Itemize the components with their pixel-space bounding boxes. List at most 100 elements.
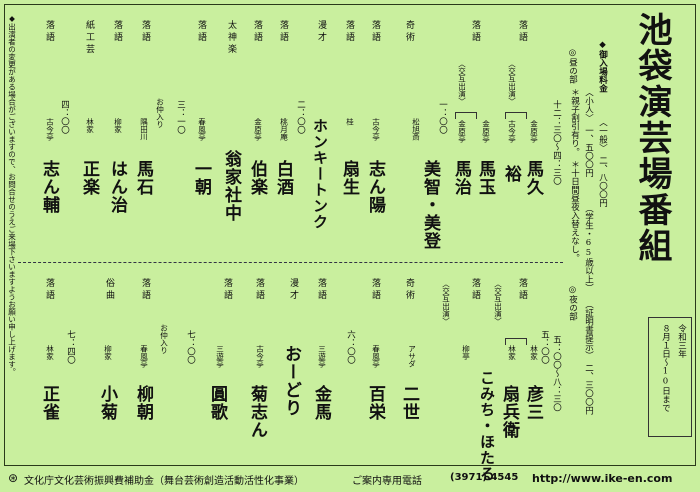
fee-general: 〈一般〉 二、八〇〇円 (597, 118, 608, 208)
program-category: 落語 (44, 20, 54, 44)
program-name: 一朝 (191, 160, 211, 196)
title-area: 池袋演芸場番組 (613, 12, 693, 307)
program-house: 古今亭 (45, 118, 55, 141)
program-house: 春風亭 (371, 345, 381, 368)
program-house: 林家 (45, 345, 55, 360)
program-time: 二：〇〇 (295, 100, 306, 134)
program-note: お仲入り (159, 324, 169, 354)
program-name: 圓歌 (207, 385, 227, 421)
night-time: 五：〇〇～八：三〇 (551, 335, 562, 412)
program-name: 扇兵衛 (499, 385, 519, 439)
program-house: 桂 (345, 118, 355, 126)
program-name: 伯楽 (247, 160, 267, 196)
program-time: 五：〇〇 (539, 330, 550, 364)
program-name: 裕 (501, 165, 521, 183)
program-name: 馬石 (133, 160, 153, 196)
program-category: 落語 (517, 20, 527, 44)
program-name: 馬久 (523, 160, 543, 196)
program-name: 百栄 (365, 385, 385, 421)
program-name: 白酒 (273, 160, 293, 196)
program-house: 三遊亭 (317, 345, 327, 368)
program-name: 小菊 (97, 385, 117, 421)
program-house: 金原亭 (253, 118, 263, 141)
website-url[interactable]: http://www.ike-en.com (532, 472, 673, 485)
fee-senior-price: （証明書提示） 二、三〇〇円 (583, 300, 594, 415)
program-time: 七：〇〇 (185, 330, 196, 364)
program-time: 三：一〇 (175, 100, 186, 134)
border-frame (4, 4, 696, 466)
program-category: 落語 (370, 20, 380, 44)
fee-senior-note: （学生・65歳以上） (583, 204, 594, 292)
program-house: 金原亭 (457, 120, 467, 143)
program-category: 太神楽 (226, 20, 236, 56)
program-category: 落語 (254, 278, 264, 302)
program-house: 古今亭 (255, 345, 265, 368)
program-house: 金原亭 (481, 120, 491, 143)
program-house: 古今亭 (507, 120, 517, 143)
fee-note-1: ＊親子割引有り。 (569, 88, 580, 156)
program-time: 一：〇〇 (437, 100, 448, 134)
program-note: 〈交互出演〉 (441, 280, 451, 325)
program-name: 翁家社中 (221, 150, 241, 222)
program-name: 菊志ん (247, 385, 267, 439)
page-title: 池袋演芸場番組 (632, 12, 672, 264)
program-category: 落語 (344, 20, 354, 44)
program-house: 柳家 (103, 345, 113, 360)
program-house: 古今亭 (371, 118, 381, 141)
program-name: 金馬 (311, 385, 331, 421)
program-time: 七：四〇 (65, 330, 76, 364)
alternate-bracket (505, 338, 527, 345)
program-category: 落語 (222, 278, 232, 302)
night-label: ◎夜の部 (567, 285, 578, 321)
program-category: 奇術 (404, 20, 414, 44)
program-category: 奇術 (404, 278, 414, 302)
program-time: 六：〇〇 (345, 330, 356, 364)
program-category: 落語 (278, 20, 288, 44)
program-note: 〈交互出演〉 (457, 60, 467, 105)
program-house: 林家 (529, 345, 539, 360)
program-category: 漫才 (288, 278, 298, 302)
phone-label: ご案内専用電話 (352, 476, 422, 487)
program-name: 扇生 (339, 160, 359, 196)
day-time: 十二：三〇～四：三〇 (551, 100, 562, 185)
program-name: 柳朝 (133, 385, 153, 421)
program-house: 春風亭 (197, 118, 207, 141)
program-category: 紙工芸 (84, 20, 94, 56)
program-category: 落語 (252, 20, 262, 44)
notice-text: ◆出演者の変更がある場合がございますので、お問合せのうえご来場下さいますようお願… (7, 14, 17, 376)
phone-number: (3971) 4545 (450, 472, 519, 483)
program-name: 二世 (399, 385, 419, 421)
program-name: 馬玉 (475, 160, 495, 196)
program-house: 林家 (507, 345, 517, 360)
program-house: 春風亭 (139, 345, 149, 368)
program-name: 志ん陽 (365, 160, 385, 214)
alternate-bracket (455, 112, 477, 119)
program-category: 落語 (112, 20, 122, 44)
fee-child: 〈小人〉 一、五〇〇円 (583, 88, 594, 178)
alternate-bracket (505, 112, 527, 119)
program-name: 美智・美登 (420, 160, 440, 250)
footer: ⊛ 文化庁文化芸術振興費補助金（舞台芸術創造活動活性化事業） ご案内専用電話 (… (0, 466, 700, 492)
program-time: 四：〇〇 (59, 100, 70, 134)
program-house: 金原亭 (529, 120, 539, 143)
program-name: 志ん輔 (39, 160, 59, 214)
period-box: 令和三年 ８月１日～10日まで (648, 317, 692, 437)
program-house: 松旭斎 (411, 118, 421, 141)
program-name: 正雀 (39, 385, 59, 421)
day-label: ◎昼の部 (567, 48, 578, 84)
section-divider (18, 262, 563, 263)
program-name: ホンキートンク (311, 118, 329, 230)
program-category: 落語 (140, 278, 150, 302)
program-category: 漫才 (316, 20, 326, 44)
culture-agency-icon: ⊛ (8, 471, 19, 485)
program-category: 落語 (517, 278, 527, 302)
program-category: 落語 (316, 278, 326, 302)
program-house: 隅田川 (139, 118, 149, 141)
program-name: 正楽 (79, 160, 99, 196)
program-house: 柳家 (113, 118, 123, 133)
program-category: 落語 (196, 20, 206, 44)
program-note: 〈交互出演〉 (493, 280, 503, 325)
program-category: 落語 (140, 20, 150, 44)
period-year: 令和三年 (676, 324, 687, 358)
